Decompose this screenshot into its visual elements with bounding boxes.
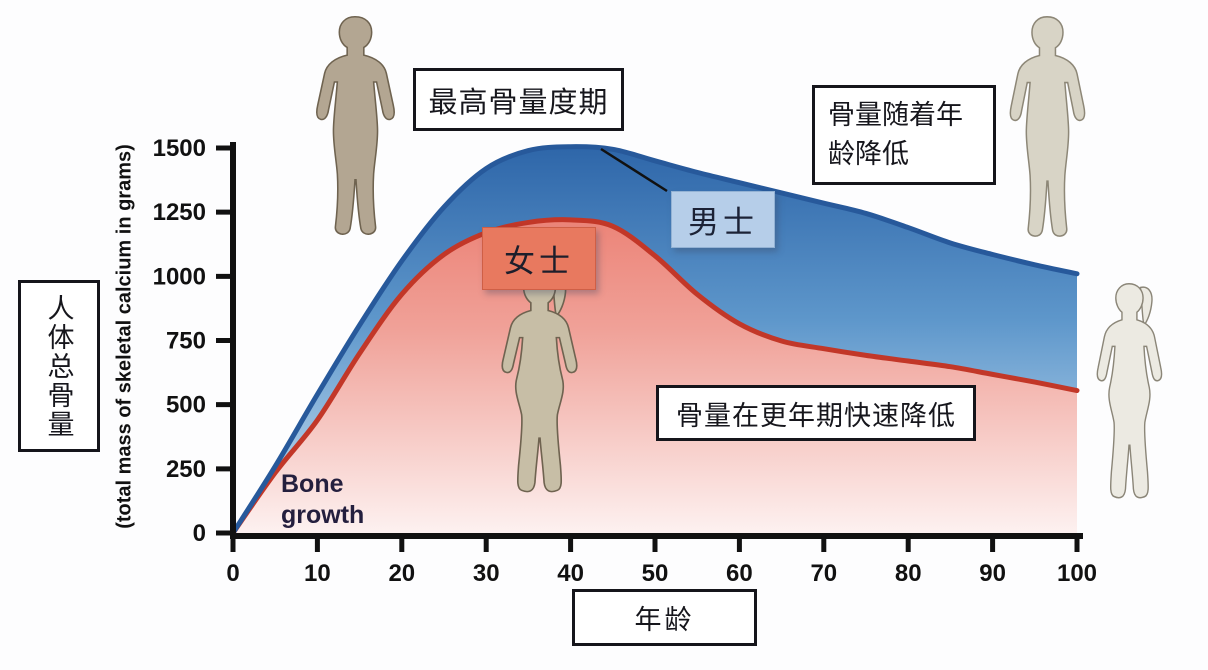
female-silhouette-right-icon xyxy=(1096,282,1163,499)
menopause-decline-text: 骨量在更年期快速降低 xyxy=(676,400,956,431)
male-series-text: 男士 xyxy=(688,205,758,240)
menopause-decline-label: 骨量在更年期快速降低 xyxy=(656,385,976,441)
y-tick-label: 500 xyxy=(166,392,206,419)
female-curve xyxy=(230,217,1080,536)
y-axis-title-box: 人体总骨量 xyxy=(18,280,100,452)
female-series-text: 女士 xyxy=(504,244,574,279)
male-series-label: 男士 xyxy=(671,191,775,248)
female-figure-shape xyxy=(501,273,578,493)
bone-growth-line2: growth xyxy=(281,501,365,530)
age-decline-line2: 龄降低 xyxy=(828,139,909,169)
y-axis-title-en: (total mass of skeletal calcium in grams… xyxy=(113,144,136,529)
male-silhouette-right-icon xyxy=(1009,16,1086,237)
male-curve xyxy=(230,144,1080,536)
male-figure-shape xyxy=(1009,16,1086,237)
x-tick-label: 90 xyxy=(979,560,1006,587)
bone-growth-label: Bone growth xyxy=(281,469,364,532)
peak-callout-line xyxy=(600,147,668,193)
female-silhouette-center-icon xyxy=(501,273,578,493)
peak-bone-mass-text: 最高骨量度期 xyxy=(428,86,609,119)
x-tick-label: 40 xyxy=(557,560,584,587)
y-tick-label: 1000 xyxy=(153,263,206,290)
y-tick-label: 750 xyxy=(166,328,206,355)
x-tick-label: 10 xyxy=(304,560,331,587)
male-silhouette-left-icon xyxy=(316,16,395,235)
x-tick-label: 30 xyxy=(473,560,500,587)
x-tick-label: 100 xyxy=(1057,560,1097,587)
female-series-label: 女士 xyxy=(482,227,596,290)
age-decline-label: 骨量随着年 龄降低 xyxy=(812,85,996,185)
male-figure-shape xyxy=(316,16,395,235)
y-tick-label: 1500 xyxy=(153,135,206,162)
x-axis-title-box: 年龄 xyxy=(572,589,757,646)
x-tick-label: 70 xyxy=(810,560,837,587)
y-tick-label: 0 xyxy=(193,520,206,547)
x-tick-label: 50 xyxy=(642,560,669,587)
age-decline-line1: 骨量随着年 xyxy=(828,99,963,130)
female-figure-shape xyxy=(1096,282,1163,499)
y-axis-title-cn: 人体总骨量 xyxy=(43,293,74,439)
peak-bone-mass-label: 最高骨量度期 xyxy=(413,68,624,131)
bone-growth-line1: Bone xyxy=(281,470,344,498)
x-tick-label: 0 xyxy=(226,560,239,587)
y-tick-label: 250 xyxy=(166,456,206,483)
x-axis-title: 年龄 xyxy=(634,605,695,635)
x-tick-label: 20 xyxy=(388,560,415,587)
x-tick-label: 60 xyxy=(726,560,753,587)
female-area xyxy=(233,219,1077,533)
male-area xyxy=(233,146,1077,533)
x-tick-label: 80 xyxy=(895,560,922,587)
y-tick-label: 1250 xyxy=(153,199,206,226)
